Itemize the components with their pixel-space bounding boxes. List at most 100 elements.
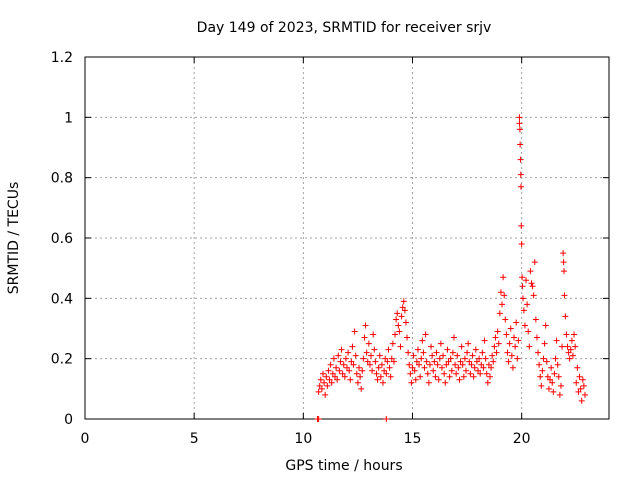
data-point bbox=[447, 355, 454, 362]
x-tick-label: 0 bbox=[81, 431, 90, 447]
data-point bbox=[380, 379, 387, 386]
data-point bbox=[338, 346, 345, 353]
data-point bbox=[553, 337, 560, 344]
data-point bbox=[563, 331, 570, 338]
data-point bbox=[449, 349, 456, 356]
y-tick-label: 1.2 bbox=[51, 50, 73, 66]
data-point bbox=[560, 259, 567, 266]
data-point bbox=[315, 416, 322, 422]
data-point bbox=[419, 337, 426, 344]
data-point bbox=[339, 370, 346, 377]
data-point bbox=[507, 325, 514, 332]
data-point bbox=[356, 364, 363, 371]
data-point bbox=[531, 259, 538, 266]
data-point bbox=[457, 358, 464, 365]
data-point bbox=[574, 364, 581, 371]
data-point bbox=[556, 391, 563, 398]
data-point bbox=[517, 141, 524, 148]
data-point bbox=[350, 361, 357, 368]
data-point bbox=[322, 391, 329, 398]
data-point bbox=[388, 355, 395, 362]
data-point bbox=[479, 349, 486, 356]
data-point bbox=[435, 376, 442, 383]
data-point bbox=[316, 382, 323, 389]
data-point bbox=[530, 292, 537, 299]
chart-title: Day 149 of 2023, SRMTID for receiver srj… bbox=[197, 20, 492, 36]
data-point bbox=[404, 334, 411, 341]
data-point bbox=[506, 340, 513, 347]
data-point bbox=[336, 367, 343, 374]
data-point bbox=[395, 322, 402, 329]
data-point bbox=[422, 331, 429, 338]
data-point bbox=[551, 370, 558, 377]
data-point bbox=[560, 250, 567, 257]
data-point bbox=[460, 373, 467, 380]
data-point bbox=[371, 346, 378, 353]
data-point bbox=[372, 358, 379, 365]
data-point bbox=[348, 358, 355, 365]
data-point bbox=[523, 277, 530, 284]
data-point bbox=[414, 346, 421, 353]
data-point bbox=[456, 376, 463, 383]
data-point bbox=[580, 382, 587, 389]
y-tick-label: 0.6 bbox=[51, 231, 73, 247]
data-point bbox=[385, 346, 392, 353]
data-point bbox=[519, 274, 526, 281]
data-point bbox=[478, 361, 485, 368]
data-point bbox=[437, 340, 444, 347]
data-point bbox=[377, 373, 384, 380]
data-point bbox=[547, 376, 554, 383]
data-point bbox=[365, 340, 372, 347]
data-point bbox=[481, 337, 488, 344]
data-point bbox=[408, 379, 415, 386]
data-point bbox=[337, 358, 344, 365]
data-point bbox=[536, 361, 543, 368]
data-point bbox=[334, 376, 341, 383]
data-point bbox=[470, 373, 477, 380]
data-point bbox=[472, 346, 479, 353]
data-point bbox=[400, 298, 407, 305]
x-axis-label: GPS time / hours bbox=[285, 458, 402, 474]
data-point bbox=[462, 367, 469, 374]
data-point bbox=[482, 355, 489, 362]
y-tick-label: 0.8 bbox=[51, 171, 73, 187]
data-point bbox=[358, 385, 365, 392]
data-point bbox=[445, 358, 452, 365]
data-point bbox=[499, 301, 506, 308]
y-axis-label: SRMTID / TECUs bbox=[6, 182, 22, 295]
data-point bbox=[554, 361, 561, 368]
data-point bbox=[417, 373, 424, 380]
plot-frame bbox=[84, 56, 610, 420]
data-point bbox=[492, 334, 499, 341]
data-point bbox=[438, 364, 445, 371]
data-point bbox=[333, 364, 340, 371]
data-point bbox=[426, 361, 433, 368]
data-point bbox=[362, 322, 369, 329]
data-point bbox=[490, 358, 497, 365]
data-point bbox=[397, 343, 404, 350]
y-tick-label: 0 bbox=[64, 412, 73, 428]
data-point bbox=[450, 334, 457, 341]
data-point bbox=[425, 379, 432, 386]
data-point bbox=[568, 337, 575, 344]
data-point bbox=[454, 352, 461, 359]
data-point bbox=[331, 373, 338, 380]
data-point bbox=[517, 156, 524, 163]
data-point bbox=[330, 355, 337, 362]
data-point bbox=[469, 352, 476, 359]
data-point bbox=[548, 364, 555, 371]
data-point bbox=[412, 376, 419, 383]
data-point bbox=[550, 388, 557, 395]
data-point bbox=[373, 370, 380, 377]
data-point bbox=[429, 352, 436, 359]
data-point bbox=[569, 352, 576, 359]
data-point bbox=[459, 361, 466, 368]
data-point bbox=[409, 364, 416, 371]
data-point bbox=[466, 358, 473, 365]
data-point bbox=[508, 352, 515, 359]
data-point bbox=[500, 274, 507, 281]
data-point bbox=[387, 373, 394, 380]
data-point bbox=[413, 358, 420, 365]
data-point bbox=[405, 349, 412, 356]
data-point bbox=[528, 280, 535, 287]
